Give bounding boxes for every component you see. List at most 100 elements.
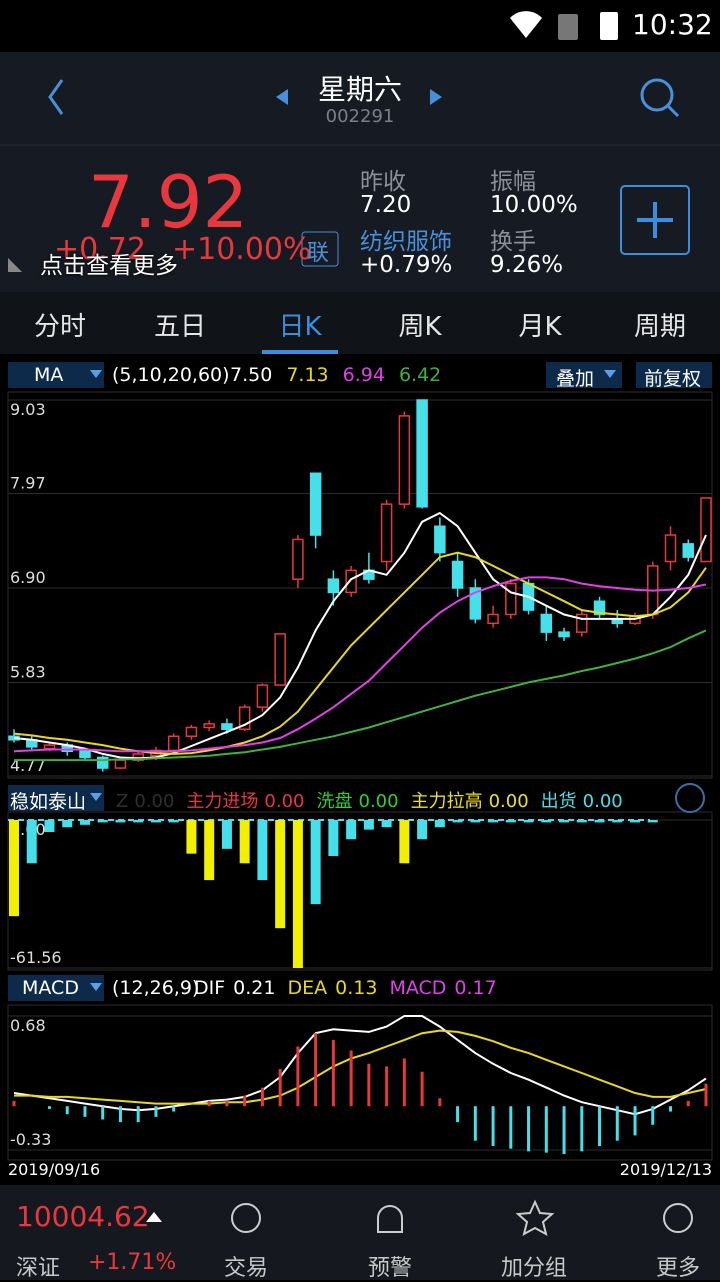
footer-bg	[0, 1185, 720, 1280]
bar	[434, 820, 445, 828]
bar	[363, 820, 374, 830]
nav-item[interactable]: 预警	[367, 1256, 412, 1281]
candle-body	[345, 569, 357, 594]
candle-body	[558, 631, 570, 638]
stat-value: +0.79%	[360, 252, 453, 278]
candle-body	[79, 750, 91, 759]
stat-label: 振幅	[490, 169, 536, 195]
nav-item[interactable]: 更多	[655, 1256, 700, 1281]
indicator-frame	[7, 811, 713, 971]
y-tick-label: 4.77	[10, 756, 46, 775]
price-change-pct: +10.00%	[172, 232, 312, 267]
bar	[488, 820, 499, 823]
candle-body	[682, 543, 695, 558]
tab[interactable]: 日K	[278, 312, 322, 342]
macd-params: (12,26,9)	[112, 977, 200, 999]
candle-body	[309, 472, 322, 536]
back-button[interactable]	[48, 79, 64, 115]
bar	[505, 820, 516, 823]
bar	[399, 820, 410, 864]
macd-selector[interactable]	[8, 975, 104, 1001]
legend-label: 洗盘	[316, 791, 353, 812]
bar	[328, 820, 339, 857]
legend-value: 0.13	[335, 977, 378, 999]
stat-label: 昨收	[360, 169, 406, 195]
stat-label: 换手	[490, 229, 536, 255]
ma-selector[interactable]	[8, 362, 104, 388]
tab[interactable]: 月K	[518, 312, 562, 342]
bar	[346, 820, 357, 840]
expand-icon[interactable]	[675, 783, 705, 813]
legend-value: 0.00	[582, 791, 623, 812]
bar	[630, 820, 641, 823]
header-bg	[0, 52, 720, 292]
candle-body	[505, 582, 517, 616]
indicator-label[interactable]: 稳如泰山	[10, 791, 87, 813]
candle-body	[203, 723, 215, 729]
bar	[44, 820, 55, 833]
legend-label: Z	[116, 791, 129, 812]
date-end: 2019/12/13	[619, 1160, 712, 1179]
bar	[204, 820, 215, 881]
tab[interactable]: 周期	[633, 312, 686, 342]
stat-value: 9.26%	[490, 252, 564, 278]
candle-body	[274, 633, 286, 686]
macd-label[interactable]: MACD	[22, 977, 79, 999]
y-tick-label: 0.68	[10, 1016, 46, 1035]
tab-indicator	[262, 350, 338, 354]
tab[interactable]: 分时	[33, 312, 86, 342]
candle-body	[256, 684, 269, 708]
bar	[470, 820, 481, 823]
indicator-legend: Z 0.00 主力进场 0.00 洗盘 0.00 主力拉高 0.00 出货 0.00	[116, 787, 635, 813]
clock: 10:32	[632, 8, 713, 41]
group-icon	[515, 1199, 555, 1236]
candle-body	[292, 538, 304, 580]
indicator-selector[interactable]	[8, 785, 104, 811]
stock-code: 002291	[325, 106, 395, 127]
legend-value: 0.00	[358, 791, 399, 812]
add-button[interactable]	[620, 185, 690, 255]
nav-item[interactable]: 交易	[223, 1256, 268, 1281]
overlay-label[interactable]: 叠加	[556, 368, 595, 390]
ma-params: (5,10,20,60)	[112, 364, 230, 386]
link-badge[interactable]: 联	[307, 241, 330, 266]
ma-label[interactable]: MA	[34, 364, 64, 386]
candle-body	[416, 399, 428, 508]
bar	[452, 820, 463, 823]
legend-label: DEA	[287, 977, 328, 999]
legend-label: 主力拉高	[410, 791, 483, 812]
bar	[186, 820, 197, 854]
bar	[62, 820, 73, 828]
candle-body	[451, 560, 464, 589]
alert-icon	[377, 1205, 403, 1233]
more-hint[interactable]: 点击查看更多	[40, 253, 178, 279]
series-line	[13, 551, 707, 755]
adjust-label[interactable]: 前复权	[644, 368, 702, 390]
bar	[275, 820, 286, 929]
candle-body	[380, 503, 393, 563]
price: 7.92	[88, 160, 249, 244]
y-tick-label: -0.33	[10, 1130, 51, 1149]
candle-body	[185, 726, 198, 738]
candle-body	[469, 587, 482, 620]
nav-item[interactable]: 加分组	[500, 1256, 567, 1281]
stat-value: 7.20	[360, 192, 412, 218]
tab[interactable]: 五日	[153, 312, 206, 342]
bar	[612, 820, 623, 823]
adjust-button[interactable]	[636, 362, 712, 388]
search-button[interactable]	[640, 78, 674, 112]
stat-label[interactable]: 纺织服饰	[360, 229, 452, 255]
bar	[310, 820, 321, 905]
stock-name: 星期六	[317, 73, 402, 106]
bar	[133, 820, 144, 823]
candle-body	[576, 613, 588, 633]
index-value[interactable]: 10004.62	[16, 1200, 150, 1233]
bar	[97, 820, 108, 823]
tab[interactable]: 周K	[398, 312, 442, 342]
bar	[594, 820, 605, 823]
date-start: 2019/09/16	[8, 1160, 101, 1179]
stat-value: 10.00%	[490, 192, 578, 218]
wifi-icon	[510, 11, 542, 39]
legend-value: 0.17	[454, 977, 497, 999]
up-arrow	[146, 1212, 162, 1222]
